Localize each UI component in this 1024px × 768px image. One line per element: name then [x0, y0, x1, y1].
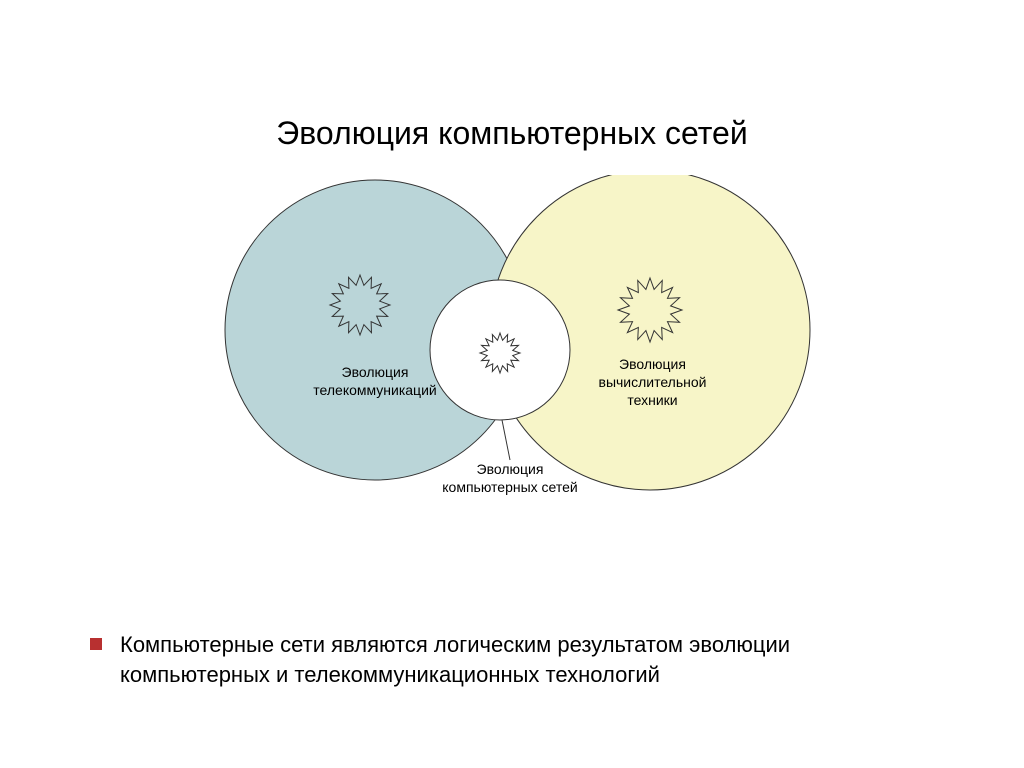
leader-line: [502, 420, 510, 460]
left-star-icon: [330, 275, 390, 335]
left-circle-label: Эволюциятелекоммуникаций: [295, 363, 455, 399]
right-star-icon: [618, 278, 682, 342]
right-circle-label: Эволюциявычислительнойтехники: [580, 355, 725, 410]
bullet-square-icon: [90, 638, 102, 650]
venn-diagram: Эволюциятелекоммуникаций Эволюциявычисли…: [200, 175, 820, 505]
page-title: Эволюция компьютерных сетей: [0, 115, 1024, 152]
bullet-item: Компьютерные сети являются логическим ре…: [90, 630, 940, 689]
center-circle-label: Эволюциякомпьютерных сетей: [430, 460, 590, 496]
bullet-text: Компьютерные сети являются логическим ре…: [120, 630, 940, 689]
center-star-icon: [480, 333, 520, 373]
